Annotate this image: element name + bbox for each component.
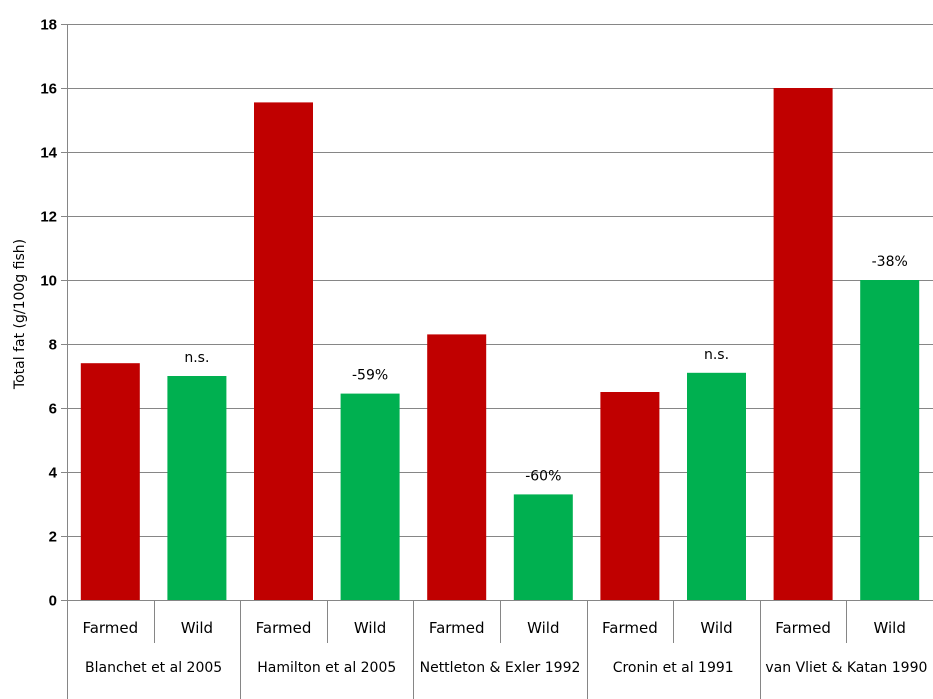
x-group-label: Blanchet et al 2005 xyxy=(85,660,222,676)
bar-farmed xyxy=(773,88,833,600)
bar-annotation: -38% xyxy=(872,254,908,270)
y-tick-label: 8 xyxy=(49,337,57,354)
bar-annotations: n.s. -59% -60% n.s. -38% xyxy=(184,254,907,484)
x-category-label: Farmed xyxy=(429,619,485,637)
y-tick-label: 18 xyxy=(40,17,57,34)
x-category-label: Farmed xyxy=(82,619,138,637)
y-tick-label: 0 xyxy=(49,593,57,610)
bars xyxy=(80,88,920,601)
y-tick-label: 16 xyxy=(40,81,57,98)
x-group-label: Hamilton et al 2005 xyxy=(257,660,396,676)
x-group-label: van Vliet & Katan 1990 xyxy=(765,660,927,676)
bar-farmed xyxy=(254,102,313,601)
y-tick-label: 2 xyxy=(49,529,57,546)
x-category-label: Farmed xyxy=(775,619,831,637)
y-axis-title: Total fat (g/100g fish) xyxy=(12,239,28,390)
x-category-label: Wild xyxy=(181,619,213,637)
bar-wild xyxy=(860,280,920,600)
bar-farmed xyxy=(80,363,140,600)
y-tick-label: 10 xyxy=(40,273,57,290)
x-category-label: Farmed xyxy=(256,619,312,637)
x-category-label: Wild xyxy=(700,619,732,637)
x-category-label: Wild xyxy=(527,619,559,637)
y-tick-label: 6 xyxy=(49,401,57,418)
bar-annotation: n.s. xyxy=(184,350,209,366)
y-tick-label: 12 xyxy=(40,209,57,226)
bar-wild xyxy=(167,376,227,600)
bar-annotation: -59% xyxy=(352,368,388,384)
bar-annotation: -60% xyxy=(525,468,561,484)
bar-wild xyxy=(513,494,573,600)
y-axis: 0 2 4 6 8 10 12 14 16 18 xyxy=(40,17,68,610)
bar-annotation: n.s. xyxy=(704,347,729,363)
x-category-label: Wild xyxy=(354,619,386,637)
y-tick-label: 4 xyxy=(49,465,58,482)
y-tick-label: 14 xyxy=(40,145,57,162)
x-group-label: Cronin et al 1991 xyxy=(613,660,734,676)
x-group-label: Nettleton & Exler 1992 xyxy=(420,660,581,676)
x-category-label: Farmed xyxy=(602,619,658,637)
x-category-label: Wild xyxy=(874,619,906,637)
bar-farmed xyxy=(600,392,660,600)
x-axis: Farmed Wild Farmed Wild Farmed Wild Farmed Wild… xyxy=(67,600,933,699)
bar-wild xyxy=(687,372,746,600)
bar-wild xyxy=(340,393,400,600)
bar-farmed xyxy=(427,334,487,600)
